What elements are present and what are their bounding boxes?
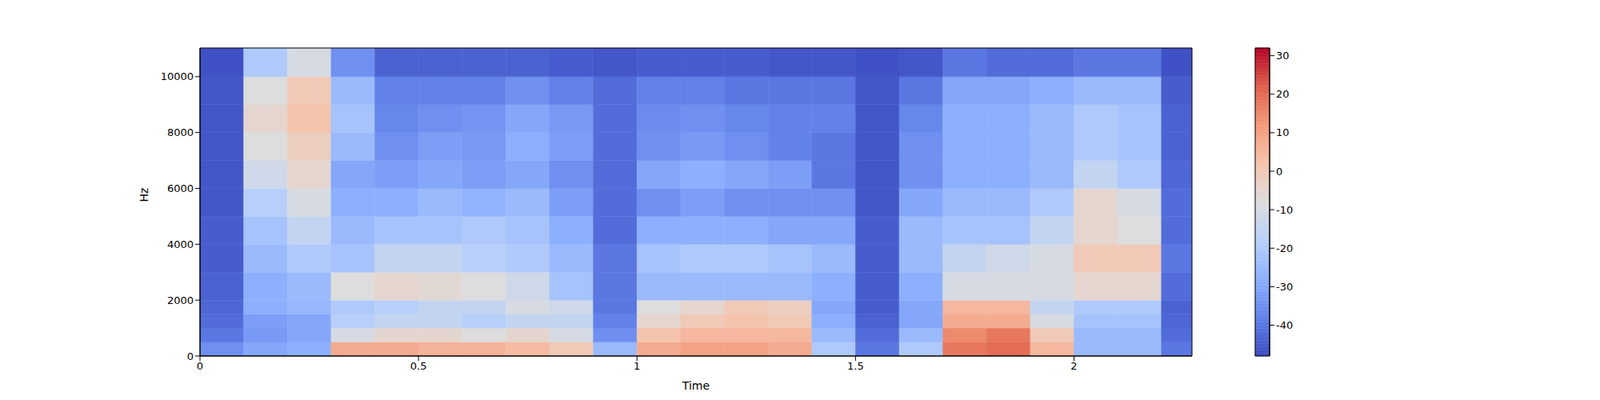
svg-text:1: 1 xyxy=(633,360,640,372)
svg-text:-20: -20 xyxy=(1276,242,1293,255)
svg-text:Time: Time xyxy=(681,379,710,392)
svg-text:10000: 10000 xyxy=(160,70,194,83)
svg-text:10: 10 xyxy=(1276,126,1290,139)
svg-text:6000: 6000 xyxy=(167,182,194,195)
svg-text:-10: -10 xyxy=(1276,204,1293,216)
svg-text:0: 0 xyxy=(187,350,194,363)
svg-text:30: 30 xyxy=(1276,49,1290,62)
svg-text:-30: -30 xyxy=(1276,280,1293,293)
svg-text:2: 2 xyxy=(1070,360,1077,372)
svg-text:4000: 4000 xyxy=(167,238,194,251)
svg-text:0: 0 xyxy=(196,360,204,372)
svg-text:-40: -40 xyxy=(1276,319,1293,332)
svg-text:8000: 8000 xyxy=(167,126,194,139)
svg-text:0.5: 0.5 xyxy=(410,360,428,372)
svg-text:Hz: Hz xyxy=(137,188,151,203)
svg-text:20: 20 xyxy=(1276,88,1290,100)
svg-text:1.5: 1.5 xyxy=(847,360,864,372)
svg-text:2000: 2000 xyxy=(167,294,194,307)
svg-text:0: 0 xyxy=(1276,165,1283,178)
